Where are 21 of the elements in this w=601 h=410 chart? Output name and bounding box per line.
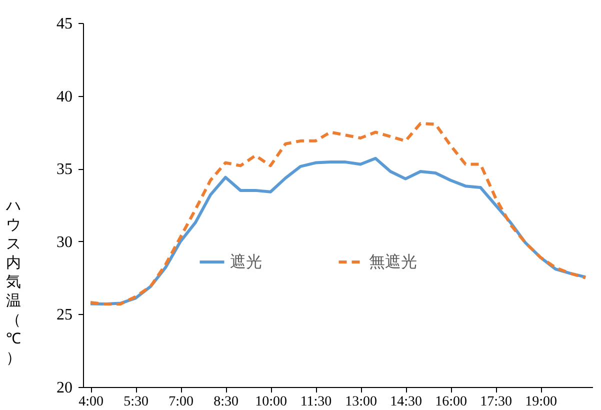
x-tick-label: 16:00 [435,394,467,410]
y-tick-label: 25 [56,306,72,324]
x-tick-label: 14:30 [390,394,422,410]
x-tick-label: 13:00 [345,394,377,410]
x-tick-label: 10:00 [255,394,287,410]
x-tick-label: 11:30 [300,394,332,410]
legend-label: 無遮光 [369,253,417,271]
x-tick-label: 19:00 [525,394,557,410]
y-tick-label: 20 [56,380,72,396]
text: ハウス内気温（℃） [6,198,21,366]
x-tick-label: 7:00 [168,394,194,410]
y-tick-label: 30 [56,234,72,251]
x-tick-label: 5:30 [124,394,148,410]
y-tick-label: 35 [56,161,72,178]
x-tick-label: 17:30 [480,394,512,410]
y-tick-label: 45 [56,16,72,32]
line-series [89,122,587,306]
y-tick-label: 40 [56,88,72,106]
x-tick-label: 8:30 [214,394,238,410]
x-tick-label: 4:00 [78,394,104,410]
legend-label: 遮光 [230,253,262,271]
